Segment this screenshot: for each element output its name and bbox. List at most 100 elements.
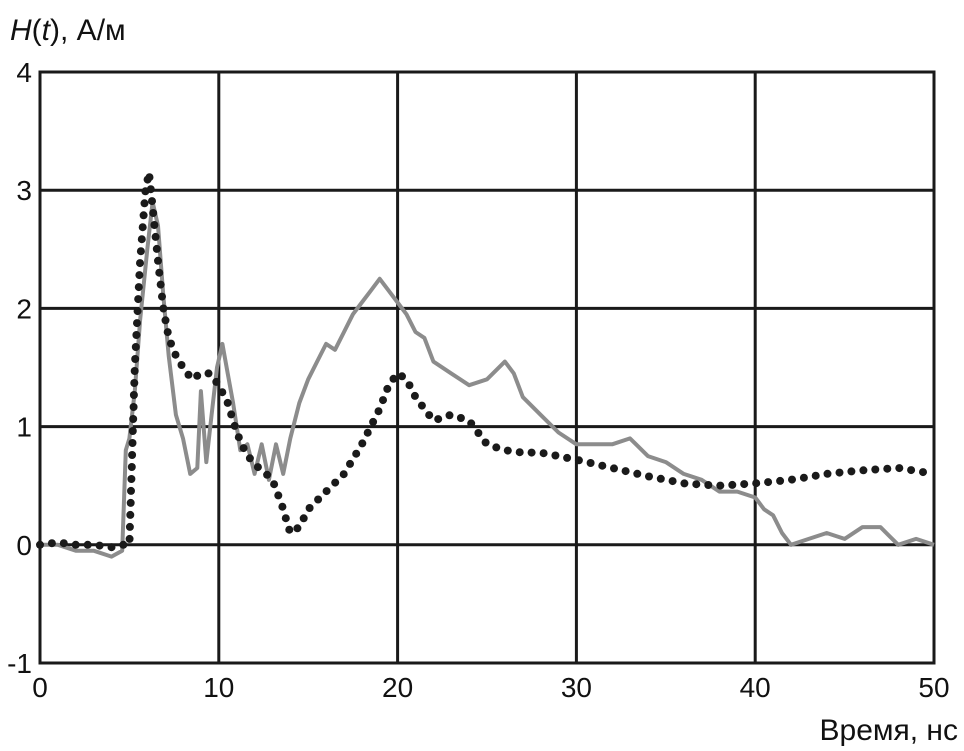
series-point — [656, 474, 665, 483]
series-point — [847, 467, 856, 476]
series-point — [563, 453, 572, 462]
series-point — [171, 350, 180, 359]
x-tick-label: 40 — [740, 672, 771, 703]
series-dotted — [36, 173, 927, 552]
series-point — [127, 463, 136, 471]
series-point — [740, 480, 749, 489]
series-point — [425, 411, 434, 420]
plot-frame — [38, 70, 936, 665]
series-point — [131, 343, 140, 351]
series-point — [270, 480, 279, 489]
series-point — [83, 540, 92, 549]
series-point — [374, 407, 383, 416]
series-point — [133, 307, 142, 316]
series-point — [239, 444, 248, 453]
series-point — [152, 244, 161, 253]
series-point — [36, 540, 44, 549]
series-point — [137, 235, 146, 244]
series-point — [159, 304, 168, 313]
series-point — [668, 477, 677, 486]
series-point — [645, 472, 653, 481]
y-tick-label: 0 — [16, 530, 32, 561]
series-point — [716, 481, 725, 490]
x-tick-label: 50 — [918, 672, 949, 703]
series-point — [764, 478, 773, 487]
series-point — [128, 439, 137, 447]
series-point — [212, 377, 221, 386]
y-axis-label: H(t), А/м — [10, 14, 126, 47]
series-point — [907, 466, 916, 475]
series-point — [598, 461, 607, 470]
y-axis-arg-close: ) — [50, 14, 60, 47]
series-point — [140, 199, 149, 208]
series-point — [245, 454, 254, 463]
y-tick-label: 3 — [16, 175, 32, 206]
series-point — [47, 539, 56, 548]
series-point — [156, 280, 165, 289]
series-point — [728, 480, 737, 489]
series-point — [314, 495, 323, 504]
series-point — [704, 481, 713, 489]
series-point — [158, 292, 166, 301]
series-point — [127, 475, 136, 483]
series-point — [131, 355, 140, 363]
series-point — [467, 419, 476, 428]
series-point — [146, 185, 155, 194]
series-point — [859, 466, 868, 475]
series-point — [154, 256, 162, 265]
series-point — [434, 415, 443, 424]
series-point — [363, 428, 372, 437]
x-tick-label: 20 — [382, 672, 413, 703]
series-point — [474, 429, 483, 437]
series-point — [383, 384, 392, 393]
y-tick-label: 1 — [16, 412, 32, 443]
series-point — [369, 417, 378, 426]
series-point — [129, 415, 138, 423]
series-point — [389, 374, 398, 383]
series-point — [204, 369, 213, 378]
series-point — [127, 486, 135, 495]
series-point — [481, 438, 490, 447]
series-point — [149, 209, 158, 217]
series-point — [234, 433, 243, 442]
series-point — [410, 391, 419, 400]
series-point — [71, 540, 80, 549]
series-point — [125, 534, 134, 543]
series-point — [163, 328, 172, 337]
series-point — [515, 448, 524, 457]
x-tick-label: 10 — [203, 672, 234, 703]
series-point — [339, 470, 348, 479]
series-point — [218, 388, 227, 397]
y-axis-unit: , А/м — [60, 14, 126, 47]
series-point — [95, 541, 104, 550]
series-point — [574, 456, 583, 465]
series-point — [125, 522, 134, 531]
series-point — [167, 339, 175, 348]
series-point — [871, 465, 880, 474]
series-point — [107, 543, 116, 552]
series-point — [610, 464, 618, 473]
series-point — [253, 463, 262, 472]
series-point — [281, 514, 290, 523]
series-point — [539, 449, 548, 458]
series-point — [919, 468, 927, 477]
series-point — [129, 391, 138, 399]
series-point — [148, 197, 156, 206]
series-point — [132, 331, 141, 339]
series-point — [799, 473, 808, 482]
series-point — [135, 271, 144, 280]
series-point — [278, 502, 287, 511]
series-point — [680, 479, 689, 488]
series-solid — [40, 200, 935, 559]
y-tick-label: -1 — [7, 648, 32, 679]
series-point — [128, 451, 137, 459]
series-point — [133, 319, 141, 328]
series-point — [134, 295, 143, 304]
series-point — [161, 316, 170, 325]
series-point — [456, 414, 465, 422]
series-point — [227, 410, 236, 419]
series-point — [177, 361, 186, 369]
series-point — [155, 268, 164, 277]
